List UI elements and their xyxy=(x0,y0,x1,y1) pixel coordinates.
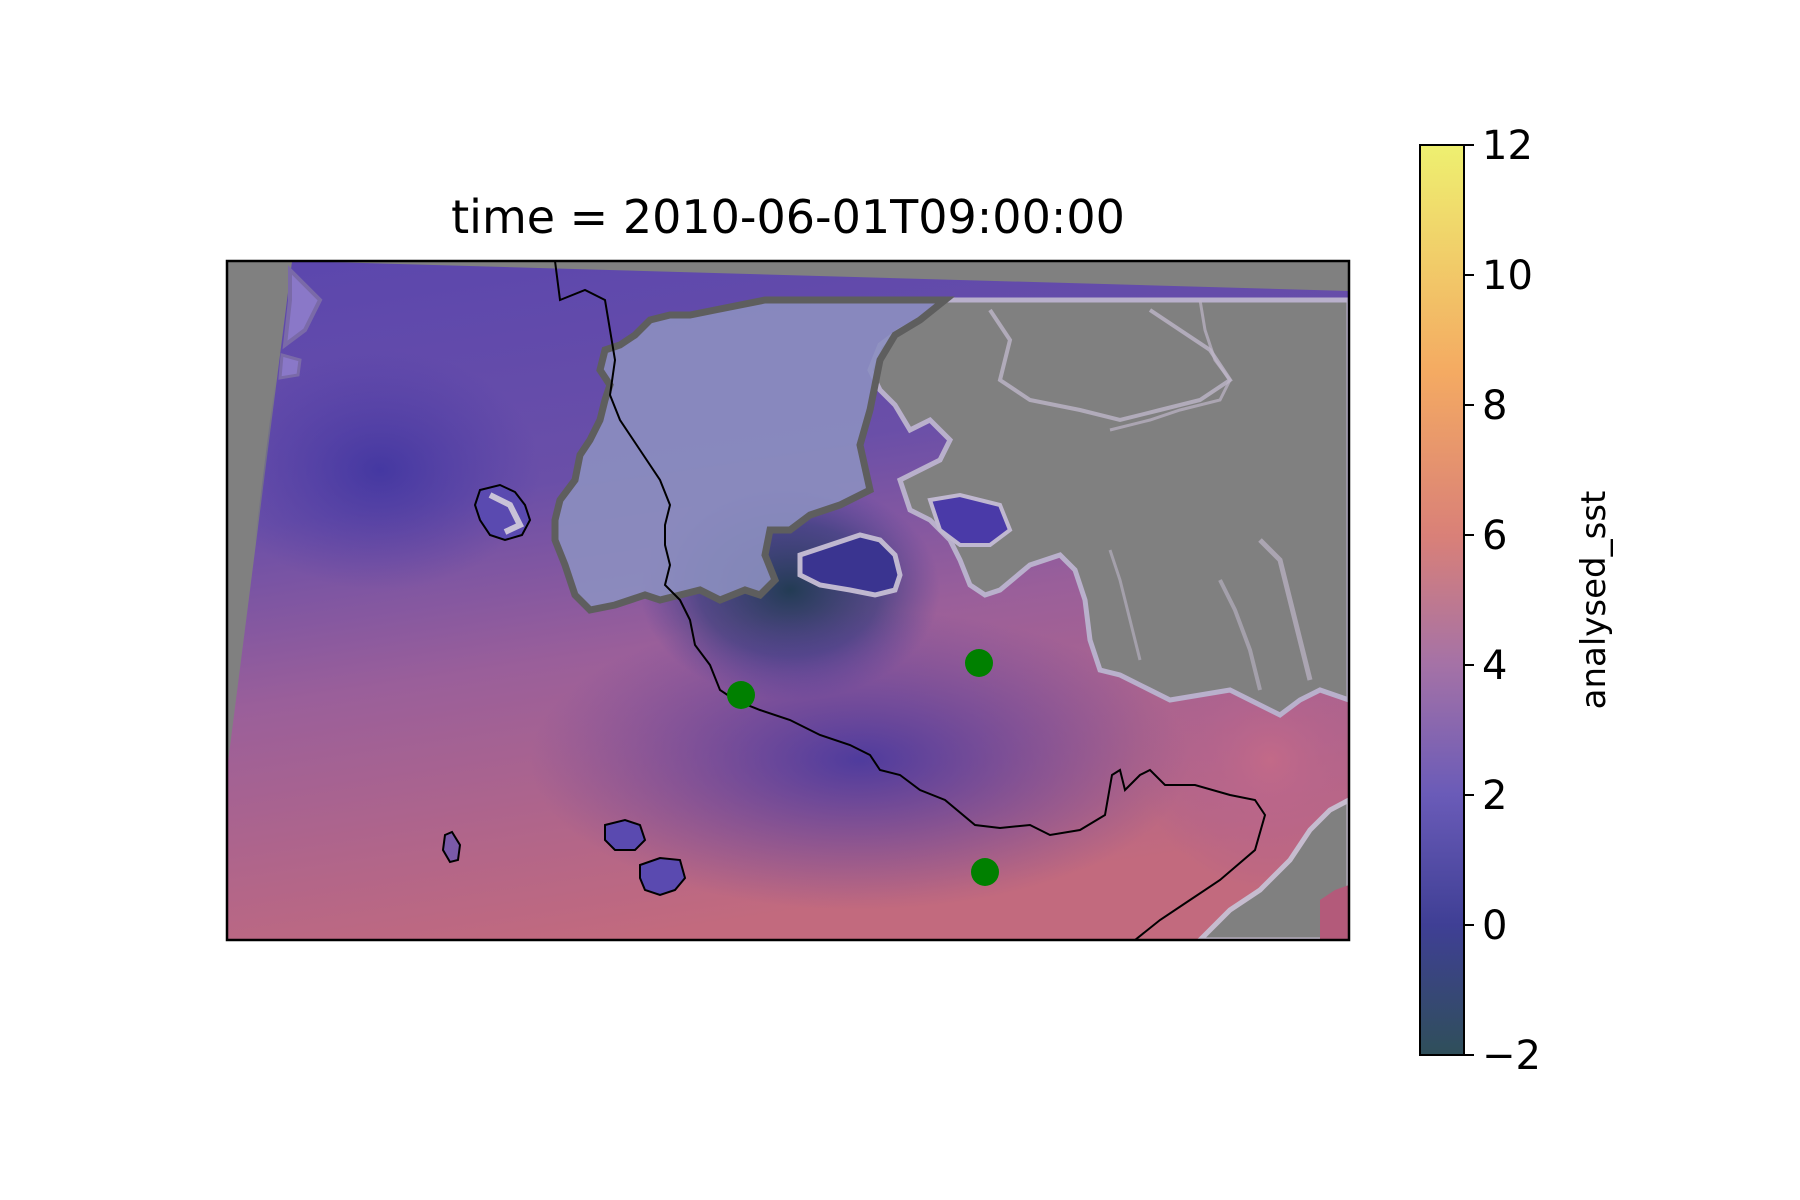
station-marker-1 xyxy=(727,681,755,709)
coast-contour-2 xyxy=(1109,299,1232,432)
colorbar-tick-label: 12 xyxy=(1482,123,1533,169)
coast-contour-3 xyxy=(1258,538,1313,681)
outlined-region xyxy=(551,296,955,614)
colorbar-tick-label: 2 xyxy=(1482,773,1507,819)
colorbar-label: analysed_sst xyxy=(1574,491,1614,710)
map-title: time = 2010-06-01T09:00:00 xyxy=(451,190,1125,244)
map-frame xyxy=(225,259,1351,942)
colorbar-tick-label: 4 xyxy=(1482,643,1507,689)
island-center xyxy=(797,532,903,598)
island-south-1 xyxy=(604,818,647,851)
island-northwest xyxy=(282,265,323,350)
island-northwest-2 xyxy=(278,353,302,380)
colorbar-gradient xyxy=(1419,144,1465,1056)
land-west-wedge xyxy=(227,261,292,760)
colorbar-tick-label: 6 xyxy=(1482,513,1507,559)
colorbar-tick-label: 10 xyxy=(1482,253,1533,299)
island-south-3 xyxy=(441,830,462,864)
island-west-coast xyxy=(488,492,525,535)
colorbar-ticks: 12 10 8 6 4 2 0 −2 xyxy=(1464,123,1541,1079)
station-marker-3 xyxy=(971,858,999,886)
cool-band xyxy=(530,610,1190,910)
land-northeast xyxy=(867,297,1349,718)
island-south-2 xyxy=(639,856,687,897)
coast-contour-5 xyxy=(1108,549,1142,661)
land-southeast-edge xyxy=(1320,885,1349,940)
colorbar: 12 10 8 6 4 2 0 −2 analysed_sst xyxy=(1419,123,1614,1079)
station-markers xyxy=(727,649,999,886)
cool-west xyxy=(227,350,540,590)
coast-contour-4 xyxy=(1218,579,1262,691)
coast-contour-1 xyxy=(988,308,1233,423)
colorbar-tick-label: −2 xyxy=(1482,1033,1541,1079)
colorbar-tick-label: 8 xyxy=(1482,383,1507,429)
bay xyxy=(927,492,1013,547)
colorbar-tick-label: 0 xyxy=(1482,903,1507,949)
boundary-line xyxy=(554,261,1267,940)
map-axes xyxy=(227,261,1349,940)
land-southeast xyxy=(1196,797,1349,940)
station-marker-2 xyxy=(965,649,993,677)
